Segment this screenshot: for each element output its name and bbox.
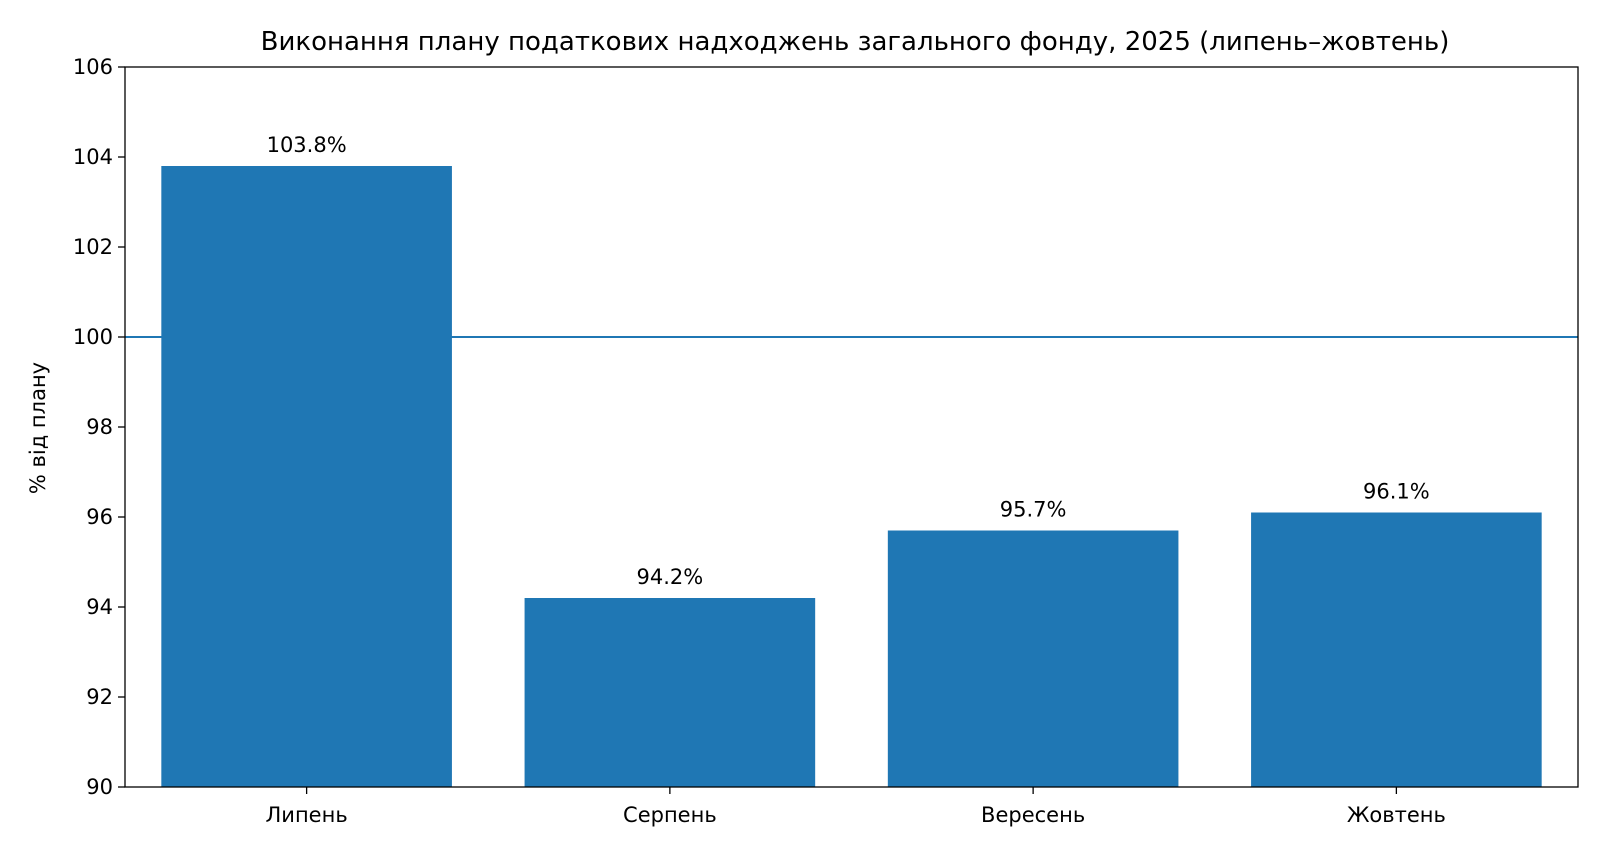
bar-3 bbox=[887, 530, 1179, 787]
data-labels-layer: 103.8% 94.2% 95.7% 96.1% bbox=[267, 133, 1430, 589]
x-tick-label-2: Серпень bbox=[623, 803, 717, 827]
axes-layer: Липень Серпень Вересень Жовтень 90 92 94 96 98 10… bbox=[73, 55, 1579, 827]
data-label-3: 95.7% bbox=[1000, 498, 1067, 522]
y-tick-label-96: 96 bbox=[86, 505, 113, 529]
data-label-1: 103.8% bbox=[267, 133, 347, 157]
bar-4 bbox=[1251, 512, 1542, 787]
y-tick-label-100: 100 bbox=[73, 325, 113, 349]
y-tick-label-102: 102 bbox=[73, 235, 113, 259]
x-tick-label-3: Вересень bbox=[981, 803, 1085, 827]
y-tick-label-94: 94 bbox=[86, 595, 113, 619]
x-tick-label-1: Липень bbox=[266, 803, 348, 827]
chart-title: Виконання плану податкових надходжень за… bbox=[261, 27, 1450, 57]
y-axis-label: % від плану bbox=[26, 362, 50, 494]
x-tick-label-4: Жовтень bbox=[1347, 803, 1446, 827]
bars-layer bbox=[161, 166, 1542, 787]
data-label-2: 94.2% bbox=[637, 565, 704, 589]
y-tick-label-98: 98 bbox=[86, 415, 113, 439]
data-label-4: 96.1% bbox=[1363, 480, 1430, 504]
y-tick-label-92: 92 bbox=[86, 685, 113, 709]
bar-2 bbox=[524, 598, 816, 787]
y-tick-label-104: 104 bbox=[73, 145, 113, 169]
plot-frame bbox=[124, 66, 1579, 788]
y-tick-label-90: 90 bbox=[86, 775, 113, 799]
y-tick-label-106: 106 bbox=[73, 55, 113, 79]
bar-1 bbox=[161, 166, 452, 787]
